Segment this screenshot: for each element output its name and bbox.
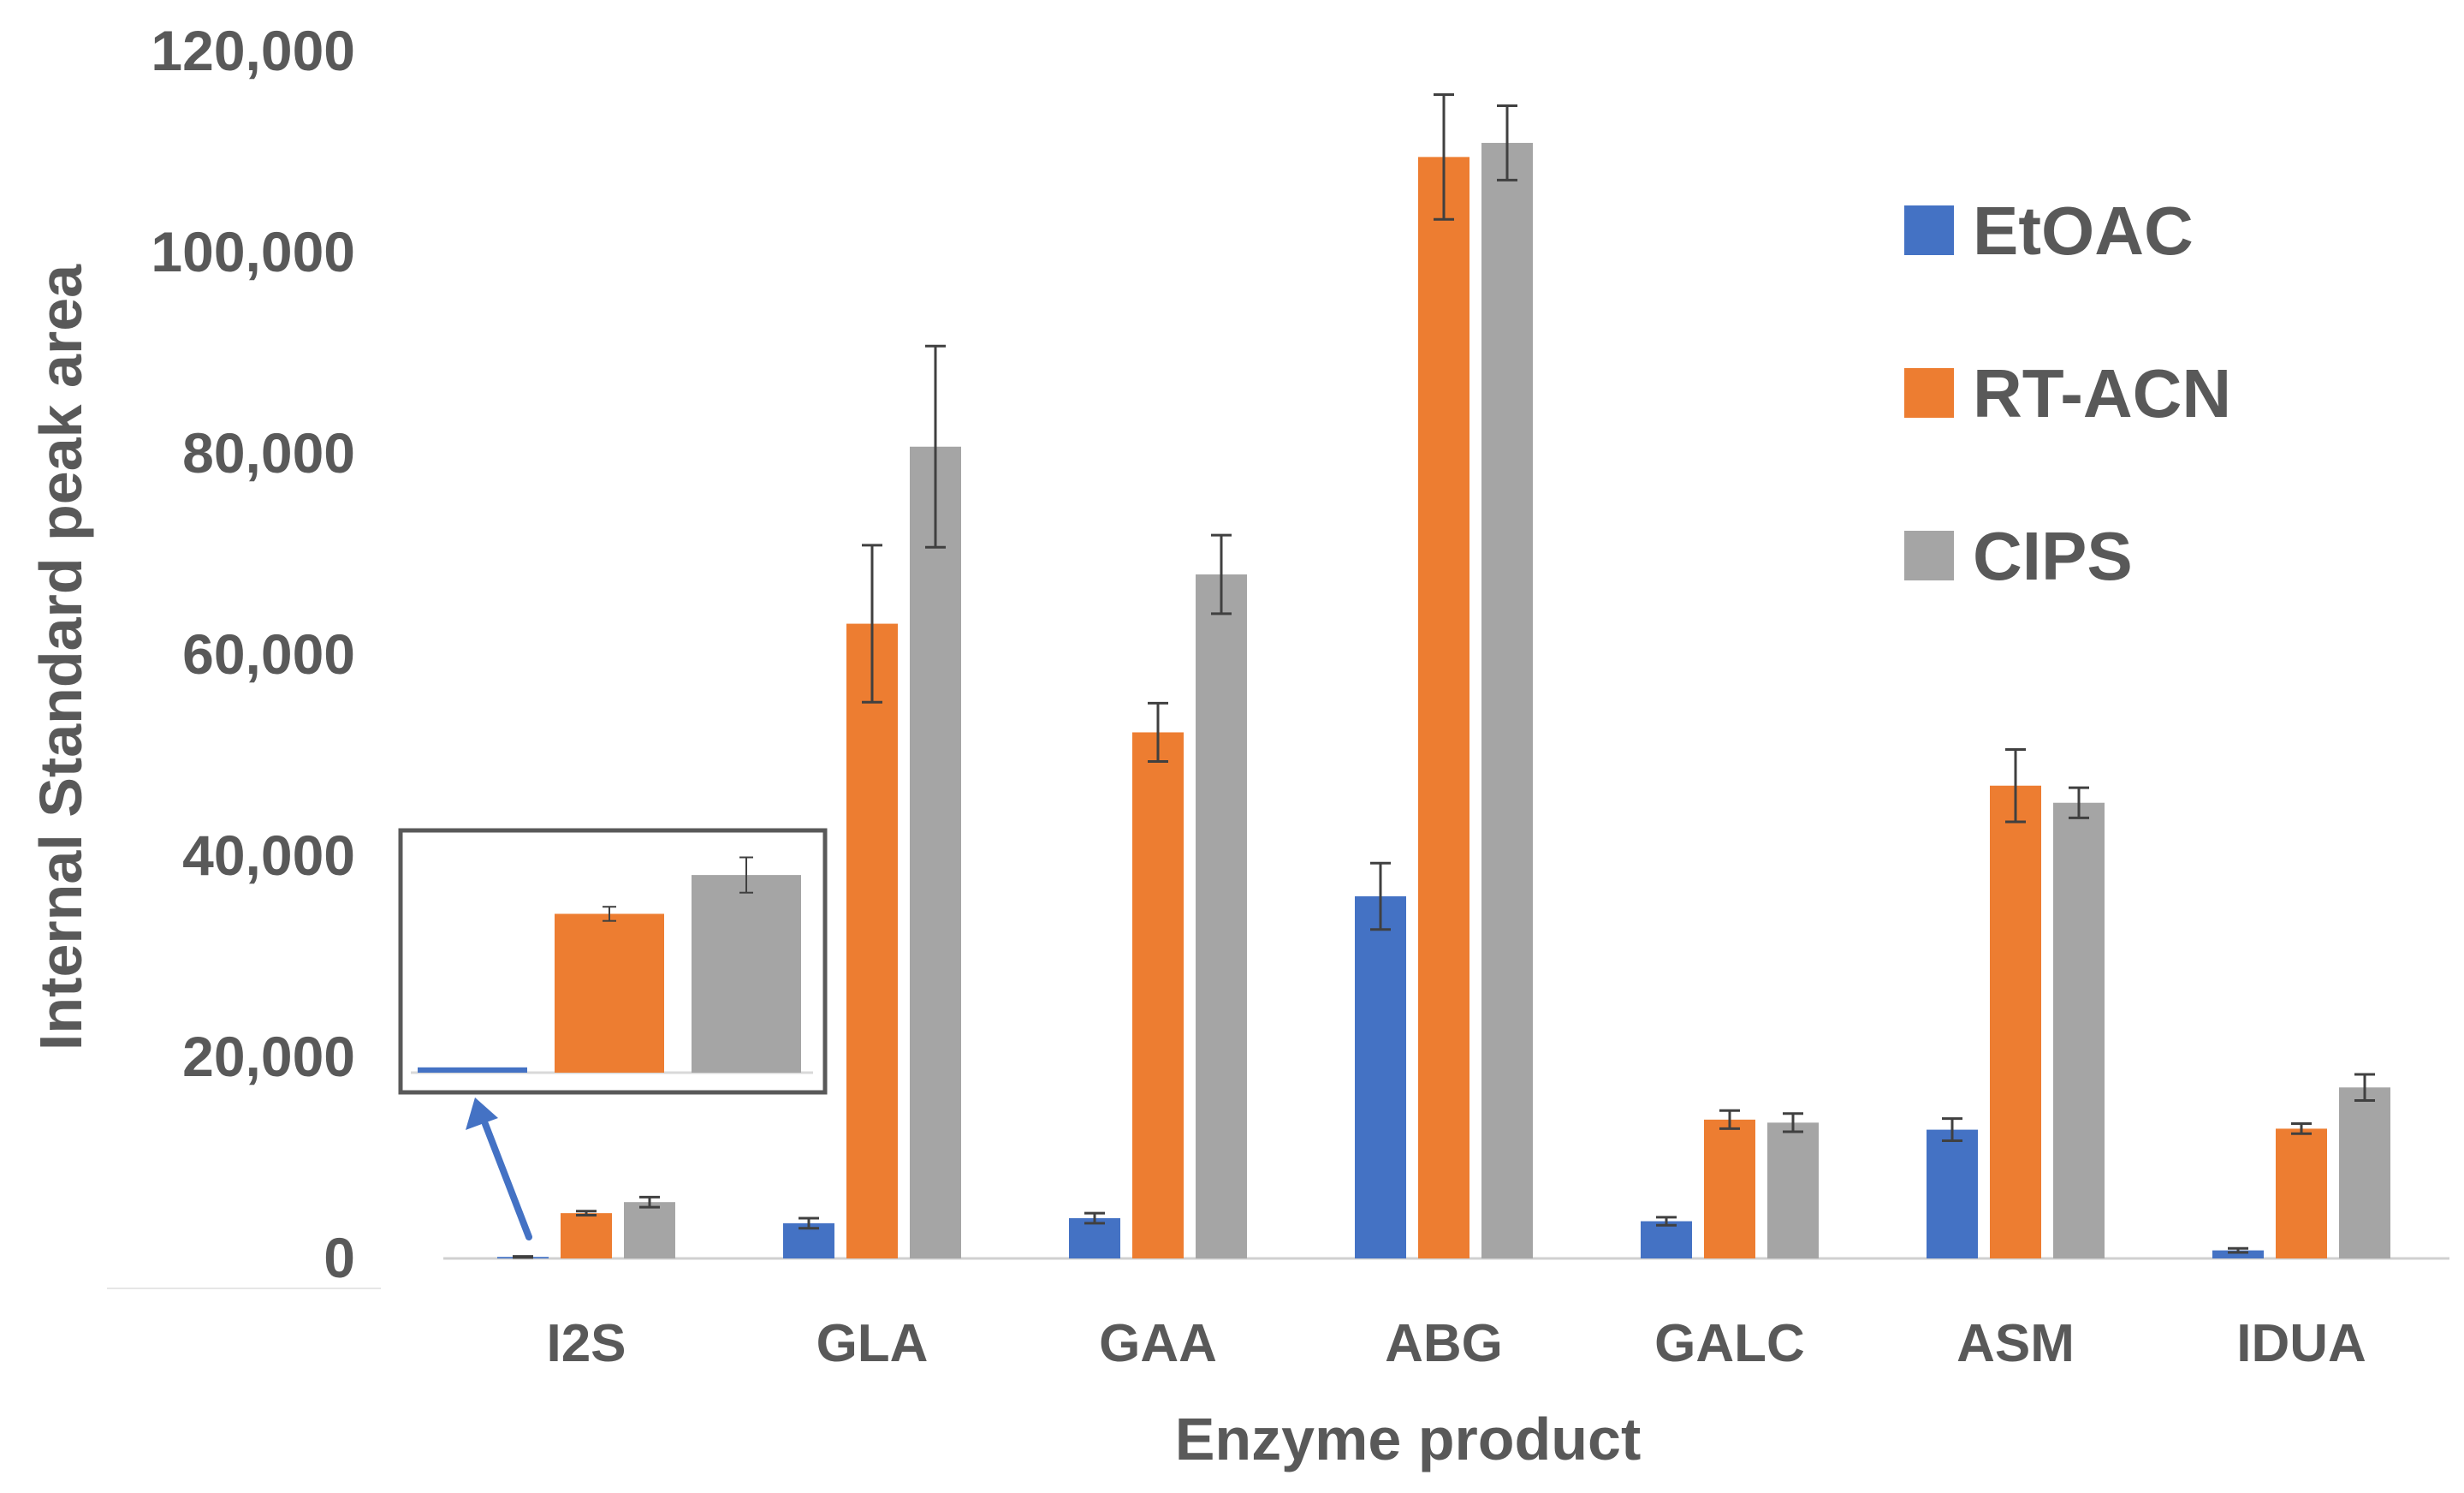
category-labels: I2S GLA GAA ABG GALC ASM IDUA — [546, 1314, 2366, 1373]
inset-pointer-arrow-icon — [466, 1097, 532, 1240]
legend-swatch-cips — [1904, 531, 1954, 580]
errorbar-cips-i2s — [639, 1195, 660, 1209]
inset-errorbar-rt-acn — [603, 906, 616, 922]
legend-label-cips: CIPS — [1973, 518, 2133, 594]
legend-label-etoac: EtOAC — [1973, 193, 2194, 269]
bar-rt-acn-gaa — [1132, 732, 1184, 1258]
inset-bars — [418, 856, 801, 1073]
errorbar-rt-acn-asm — [2005, 747, 2026, 824]
y-axis-ticks: 0 20,000 40,000 60,000 80,000 100,000 120,000 — [151, 19, 355, 1289]
errorbar-etoac-i2s — [513, 1255, 533, 1259]
errorbar-cips-abg — [1497, 104, 1517, 181]
bar-cips-idua — [2339, 1087, 2390, 1258]
y-tick-label: 60,000 — [182, 622, 355, 686]
inset-bar-rt-acn — [555, 913, 664, 1073]
errorbar-cips-asm — [2069, 786, 2089, 819]
inset-zoom-panel — [398, 828, 828, 1095]
bar-cips-gaa — [1196, 574, 1247, 1258]
bar-etoac-galc — [1641, 1221, 1692, 1258]
inset-bar-etoac — [418, 1067, 527, 1073]
category-label: ABG — [1385, 1314, 1503, 1373]
errorbar-etoac-gla — [799, 1216, 819, 1230]
errorbar-etoac-galc — [1656, 1216, 1677, 1227]
errorbar-etoac-idua — [2228, 1246, 2248, 1254]
errorbar-etoac-asm — [1942, 1117, 1962, 1143]
bar-cips-gla — [910, 446, 961, 1258]
errorbar-cips-galc — [1783, 1112, 1803, 1133]
errorbars-group — [513, 93, 2375, 1259]
legend-swatch-etoac — [1904, 205, 1954, 255]
category-label: GAA — [1099, 1314, 1217, 1373]
errorbar-rt-acn-gaa — [1148, 701, 1168, 764]
category-label: GALC — [1654, 1314, 1805, 1373]
bar-rt-acn-gla — [846, 623, 898, 1258]
errorbar-cips-idua — [2354, 1073, 2375, 1103]
errorbar-rt-acn-gla — [862, 544, 882, 704]
category-label: I2S — [546, 1314, 626, 1373]
errorbar-rt-acn-galc — [1719, 1109, 1740, 1130]
bar-etoac-asm — [1927, 1129, 1978, 1258]
category-label: IDUA — [2236, 1314, 2366, 1373]
y-tick-label: 20,000 — [182, 1025, 355, 1088]
bar-cips-abg — [1481, 142, 1533, 1258]
bar-etoac-abg — [1355, 896, 1406, 1258]
y-tick-label: 100,000 — [151, 220, 355, 283]
bar-cips-asm — [2053, 802, 2105, 1258]
errorbar-rt-acn-i2s — [576, 1210, 597, 1216]
legend-swatch-rt-acn — [1904, 368, 1954, 418]
x-axis-title: Enzyme product — [1175, 1406, 1642, 1472]
y-tick-label: 80,000 — [182, 421, 355, 485]
bar-rt-acn-abg — [1418, 157, 1469, 1258]
errorbar-cips-gaa — [1211, 533, 1232, 616]
inset-bar-cips — [692, 875, 801, 1073]
bar-etoac-idua — [2212, 1250, 2264, 1258]
errorbar-cips-gla — [925, 344, 946, 549]
errorbar-etoac-abg — [1370, 861, 1391, 931]
y-axis-title: Internal Standard peak area — [27, 264, 94, 1050]
bar-rt-acn-i2s — [561, 1213, 612, 1258]
y-tick-label: 40,000 — [182, 824, 355, 887]
y-tick-label: 120,000 — [151, 19, 355, 82]
errorbar-etoac-gaa — [1084, 1211, 1105, 1225]
inset-errorbar-cips — [739, 856, 753, 894]
bar-rt-acn-asm — [1990, 785, 2041, 1258]
bar-cips-i2s — [624, 1202, 675, 1258]
y-tick-label: 0 — [324, 1226, 355, 1289]
bar-cips-galc — [1767, 1122, 1819, 1258]
legend-label-rt-acn: RT-ACN — [1973, 355, 2231, 431]
bar-etoac-gaa — [1069, 1218, 1120, 1258]
bar-rt-acn-galc — [1704, 1119, 1755, 1258]
category-label: GLA — [816, 1314, 929, 1373]
legend: EtOAC RT-ACN CIPS — [1904, 193, 2231, 594]
errorbar-rt-acn-abg — [1434, 93, 1454, 221]
errorbar-rt-acn-idua — [2291, 1122, 2312, 1135]
category-label: ASM — [1956, 1314, 2075, 1373]
bar-rt-acn-idua — [2276, 1128, 2327, 1258]
bars-group — [497, 142, 2390, 1258]
